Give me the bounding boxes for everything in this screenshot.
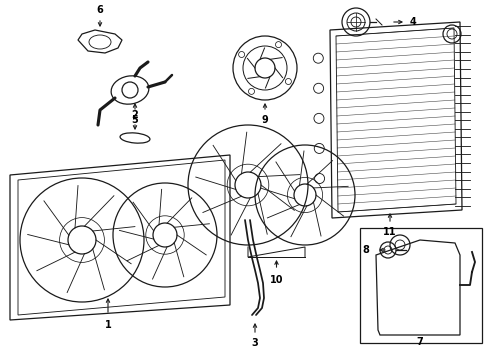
Text: 10: 10: [270, 275, 283, 285]
Text: 5: 5: [132, 115, 138, 125]
Text: 7: 7: [416, 337, 423, 347]
Text: 4: 4: [410, 17, 416, 27]
Text: 9: 9: [262, 115, 269, 125]
Text: 8: 8: [363, 245, 369, 255]
Text: 6: 6: [97, 5, 103, 15]
Text: 2: 2: [132, 110, 138, 120]
Text: 11: 11: [383, 227, 397, 237]
Bar: [360, 228, 482, 343]
Text: 1: 1: [105, 320, 111, 330]
Text: 3: 3: [252, 338, 258, 348]
